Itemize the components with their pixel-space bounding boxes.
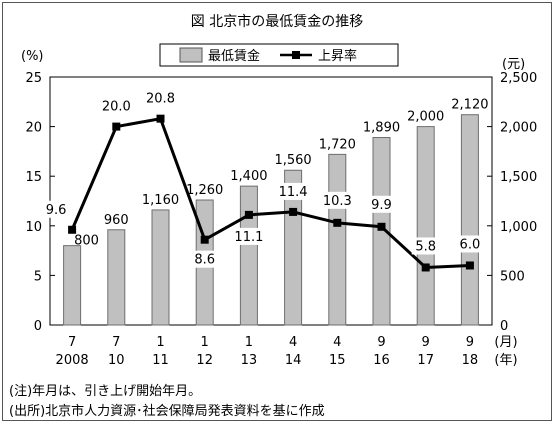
legend-bar-label: 最低賃金 [208,48,260,64]
footnote-note: (注)年月は、引き上げ開始年月。 [9,384,202,399]
y-left-tick-label: 20 [25,121,42,136]
x-month-label: 1 [156,335,164,350]
rate-label-bg [323,191,352,209]
growth-rate-line [70,117,470,269]
growth-rate-marker [112,122,121,131]
y-right-tick-label: 1,500 [500,170,537,185]
rate-label-bg [190,250,219,268]
wage-bar [107,229,126,326]
rate-label-bg [367,195,396,213]
rate-value-label: 9.6 [46,203,67,218]
y-left-tick-label: 5 [34,269,42,284]
x-month-label: 7 [112,335,120,350]
wage-value-label: 1,160 [142,193,179,208]
footnote-source: (出所)北京市人力資源･社会保障局発表資料を基に作成 [9,404,325,419]
x-year-label: 17 [417,353,434,368]
rate-value-label: 11.4 [279,185,308,200]
chart-title: 図 北京市の最低賃金の推移 [191,13,363,30]
rate-value-label: 8.6 [194,253,215,268]
wage-value-label: 1,260 [186,183,223,198]
rate-label-bg [42,200,71,218]
wage-bar [460,114,479,326]
growth-rate-marker [200,235,209,244]
wage-bar [151,209,170,326]
wage-value-label: 2,000 [407,110,444,125]
wage-value-label: 800 [74,234,99,249]
rate-label-bg [146,89,175,107]
wage-value-label: 1,560 [274,153,311,168]
legend-bar-swatch [179,47,203,63]
rate-value-label: 9.9 [371,198,392,213]
x-month-unit: (月) [494,335,517,350]
wage-bar [284,169,303,326]
x-month-label: 9 [422,335,430,350]
legend-line-marker [292,51,300,59]
growth-rate-marker [421,263,430,272]
wage-value-label: 2,120 [451,98,488,113]
wage-bar [372,137,391,326]
x-year-label: 16 [373,353,390,368]
rate-label-bg [411,237,440,255]
y-right-axis-label: (元) [502,57,525,72]
y-left-tick-label: 10 [25,220,42,235]
y-right-tick-label: 500 [500,269,525,284]
x-year-label: 11 [152,353,169,368]
y-left-tick-label: 15 [25,170,42,185]
rate-value-label: 20.0 [102,100,131,115]
rate-label-bg [279,182,308,200]
x-year-label: 18 [462,353,479,368]
rate-label-bg [102,97,131,115]
wage-bar [239,185,258,326]
wage-value-label: 1,720 [319,137,356,152]
x-month-label: 1 [201,335,209,350]
rate-label-bg [234,227,263,245]
growth-rate-marker [244,210,253,219]
wage-bar [63,245,82,326]
wage-value-label: 1,890 [363,121,400,136]
x-month-label: 9 [466,335,474,350]
legend-box [159,43,399,67]
x-month-label: 1 [245,335,253,350]
x-year-label: 12 [196,353,213,368]
figure-border [2,2,552,421]
x-month-label: 4 [333,335,341,350]
wage-value-label: 1,400 [230,169,267,184]
x-year-label: 13 [241,353,258,368]
rate-value-label: 11.1 [234,230,263,245]
rate-label-bg [455,235,484,253]
growth-rate-marker [289,207,298,216]
rate-value-label: 20.8 [146,92,175,107]
y-right-tick-label: 1,000 [500,220,537,235]
y-left-axis-label: (%) [21,49,44,64]
wage-bar [416,126,435,326]
rate-value-label: 5.8 [415,239,436,254]
y-left-tick-label: 0 [34,319,42,334]
x-month-label: 9 [377,335,385,350]
x-year-unit: (年) [494,353,517,368]
growth-rate-marker [68,225,77,234]
wage-bar [328,153,347,326]
growth-rate-marker [377,222,386,231]
growth-rate-marker [156,114,165,123]
x-year-label: 15 [329,353,346,368]
wage-value-label: 960 [104,213,129,228]
y-left-tick-label: 25 [25,71,42,86]
growth-rate-marker [465,261,474,270]
y-right-tick-label: 0 [500,319,508,334]
y-right-tick-label: 2,000 [500,121,537,136]
x-year-label: 10 [108,353,125,368]
x-month-label: 4 [289,335,297,350]
rate-value-label: 6.0 [460,237,481,252]
rate-value-label: 10.3 [323,194,352,209]
x-year-label: 14 [285,353,302,368]
x-month-label: 7 [68,335,76,350]
y-right-tick-label: 2,500 [500,71,537,86]
legend-line-label: 上昇率 [318,48,357,64]
x-year-label: 2008 [56,353,89,368]
growth-rate-marker [333,218,342,227]
